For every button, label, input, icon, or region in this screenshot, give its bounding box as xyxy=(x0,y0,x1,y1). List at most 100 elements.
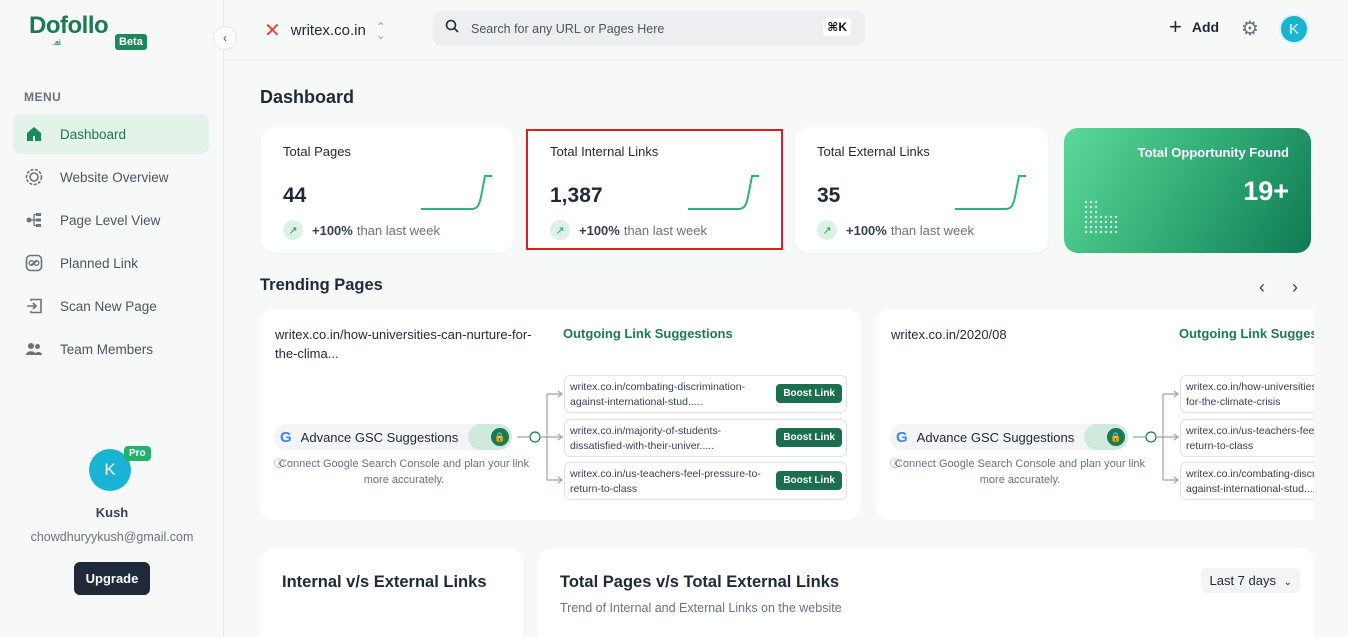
site-logo-icon: ✕ xyxy=(264,20,281,42)
trend-percent: +100% xyxy=(312,222,353,238)
suggestion-url[interactable]: writex.co.in/majority-of-students-dissat… xyxy=(570,425,722,452)
sidebar-item-label: Team Members xyxy=(60,341,154,357)
stat-trend: ↗ +100% than last week xyxy=(817,220,974,240)
user-email: chowdhuryykush@gmail.com xyxy=(30,530,194,544)
gsc-hint-text: Connect Google Search Console and plan y… xyxy=(278,458,530,486)
opportunity-card[interactable]: Total Opportunity Found 19+ xyxy=(1064,128,1311,253)
page-url[interactable]: writex.co.in/2020/08 xyxy=(891,327,1007,342)
suggestion-url[interactable]: writex.co.in/how-universities for-the-cl… xyxy=(1186,381,1314,408)
google-icon: G xyxy=(896,428,908,446)
boost-link-button[interactable]: Boost Link xyxy=(776,384,842,403)
sidebar-item-label: Page Level View xyxy=(60,212,161,228)
opportunity-title: Total Opportunity Found xyxy=(1137,145,1289,160)
add-label: Add xyxy=(1191,19,1220,35)
gsc-suggestions-toggle[interactable]: G Advance GSC Suggestions 🔒 xyxy=(890,424,1128,450)
collapse-sidebar-button[interactable]: ‹ xyxy=(213,26,237,50)
link-icon xyxy=(24,253,44,273)
stat-card-total-pages[interactable]: Total Pages 44 ↗ +100% than last week xyxy=(261,127,514,253)
sidebar-item-team-members[interactable]: Team Members xyxy=(13,329,209,369)
top-header: ✕ writex.co.in ⌃ ⌄ Search for any URL or … xyxy=(224,0,1348,60)
toggle-switch[interactable]: 🔒 xyxy=(1084,424,1128,450)
brand-logo[interactable]: Dofollo .ai Beta xyxy=(29,12,147,50)
suggestion-item: writex.co.in/combating-discri against-in… xyxy=(1180,462,1314,500)
search-icon xyxy=(445,19,459,38)
team-icon xyxy=(24,339,44,359)
sidebar-item-scan-new-page[interactable]: Scan New Page xyxy=(13,286,209,326)
boost-link-button[interactable]: Boost Link xyxy=(776,428,842,447)
sidebar-nav: Dashboard Website Overview Page Level Vi… xyxy=(13,114,209,372)
sidebar-item-label: Dashboard xyxy=(60,126,127,142)
user-name: Kush xyxy=(95,505,129,520)
sidebar-item-page-level-view[interactable]: Page Level View xyxy=(13,200,209,240)
plus-icon: + xyxy=(1169,14,1182,39)
suggestion-item: writex.co.in/combating-discrimination-ag… xyxy=(564,375,847,413)
suggestion-url[interactable]: writex.co.in/combating-discrimination-ag… xyxy=(570,381,746,408)
opportunity-value: 19+ xyxy=(1243,176,1289,206)
page-url[interactable]: writex.co.in/how-universities-can-nurtur… xyxy=(275,327,532,361)
trending-card[interactable]: writex.co.in/how-universities-can-nurtur… xyxy=(260,309,861,520)
stat-card-total-external-links[interactable]: Total External Links 35 ↗ +100% than las… xyxy=(795,127,1048,253)
upgrade-button[interactable]: Upgrade xyxy=(73,562,151,595)
trend-percent: +100% xyxy=(846,222,887,238)
toggle-switch[interactable]: 🔒 xyxy=(468,424,512,450)
trend-percent: +100% xyxy=(579,222,620,238)
gsc-suggestions-toggle[interactable]: G Advance GSC Suggestions 🔒 xyxy=(274,424,512,450)
sidebar-item-dashboard[interactable]: Dashboard xyxy=(13,114,209,154)
gsc-label: Advance GSC Suggestions xyxy=(300,429,459,445)
date-range-select[interactable]: Last 7 days ⌄ xyxy=(1201,568,1300,593)
user-profile: K Pro Kush chowdhuryykush@gmail.com Upgr… xyxy=(0,446,224,595)
search-input[interactable]: Search for any URL or Pages Here ⌘K xyxy=(433,11,865,46)
chevron-left-icon: ‹ xyxy=(1259,277,1265,297)
gsc-hint: ⓘ Connect Google Search Console and plan… xyxy=(274,456,534,488)
site-name: writex.co.in xyxy=(290,22,366,39)
gear-icon[interactable]: ⚙ xyxy=(1241,18,1259,40)
trend-up-icon: ↗ xyxy=(550,220,570,240)
search-placeholder: Search for any URL or Pages Here xyxy=(471,21,665,36)
stat-title: Total External Links xyxy=(817,144,930,159)
chevron-left-icon: ‹ xyxy=(223,31,227,45)
lock-icon: 🔒 xyxy=(1107,428,1125,446)
trend-suffix: than last week xyxy=(623,222,707,238)
avatar[interactable]: K xyxy=(1279,14,1309,44)
trending-card[interactable]: writex.co.in/2020/08 Outgoing Link Sugge… xyxy=(876,309,1314,520)
card-subtitle: Trend of Internal and External Links on … xyxy=(560,601,842,615)
page-title: Dashboard xyxy=(260,87,355,107)
prev-page-button[interactable]: ‹ xyxy=(1259,277,1265,298)
pro-badge: Pro xyxy=(124,446,151,461)
sidebar-item-label: Scan New Page xyxy=(60,298,157,314)
stat-value: 1,387 xyxy=(550,184,603,207)
site-selector[interactable]: ✕ writex.co.in ⌃ ⌄ xyxy=(264,18,386,43)
sidebar-item-planned-link[interactable]: Planned Link xyxy=(13,243,209,283)
sidebar: Dofollo .ai Beta MENU Dashboard Website … xyxy=(0,0,224,637)
boost-link-button[interactable]: Boost Link xyxy=(776,471,842,490)
stat-title: Total Pages xyxy=(283,144,351,159)
trend-suffix: than last week xyxy=(356,222,440,238)
chevron-right-icon: › xyxy=(1292,277,1298,297)
stat-value: 35 xyxy=(817,184,841,207)
suggestion-item: writex.co.in/how-universities for-the-cl… xyxy=(1180,375,1314,413)
hierarchy-icon xyxy=(24,210,44,230)
sidebar-item-website-overview[interactable]: Website Overview xyxy=(13,157,209,197)
connector-lines xyxy=(517,390,563,484)
card-title: Total Pages v/s Total External Links xyxy=(560,573,840,591)
gsc-label: Advance GSC Suggestions xyxy=(916,429,1075,445)
pages-vs-external-card: Total Pages v/s Total External Links Tre… xyxy=(538,548,1314,637)
internal-vs-external-card: Internal v/s External Links xyxy=(260,548,523,637)
gsc-hint-text: Connect Google Search Console and plan y… xyxy=(894,458,1146,486)
suggestion-url[interactable]: writex.co.in/combating-discri against-in… xyxy=(1186,468,1314,495)
home-icon xyxy=(24,124,44,144)
sparkline-icon xyxy=(955,175,1026,210)
trend-suffix: than last week xyxy=(890,222,974,238)
suggestion-url[interactable]: writex.co.in/us-teachers-feel-pressure-t… xyxy=(570,468,761,495)
add-button[interactable]: + Add xyxy=(1169,14,1220,39)
stat-card-total-internal-links[interactable]: Total Internal Links 1,387 ↗ +100% than … xyxy=(526,129,783,250)
suggestion-url[interactable]: writex.co.in/us-teachers-feel return-to-… xyxy=(1186,425,1314,452)
next-page-button[interactable]: › xyxy=(1292,277,1298,298)
trend-up-icon: ↗ xyxy=(817,220,837,240)
brand-name: Dofollo xyxy=(29,12,109,39)
beta-badge: Beta xyxy=(115,34,147,50)
suggestion-item: writex.co.in/us-teachers-feel-pressure-t… xyxy=(564,462,847,500)
chevron-updown-icon: ⌃ ⌄ xyxy=(375,19,386,42)
suggestion-item: writex.co.in/us-teachers-feel return-to-… xyxy=(1180,419,1314,457)
trending-title: Trending Pages xyxy=(260,276,383,294)
